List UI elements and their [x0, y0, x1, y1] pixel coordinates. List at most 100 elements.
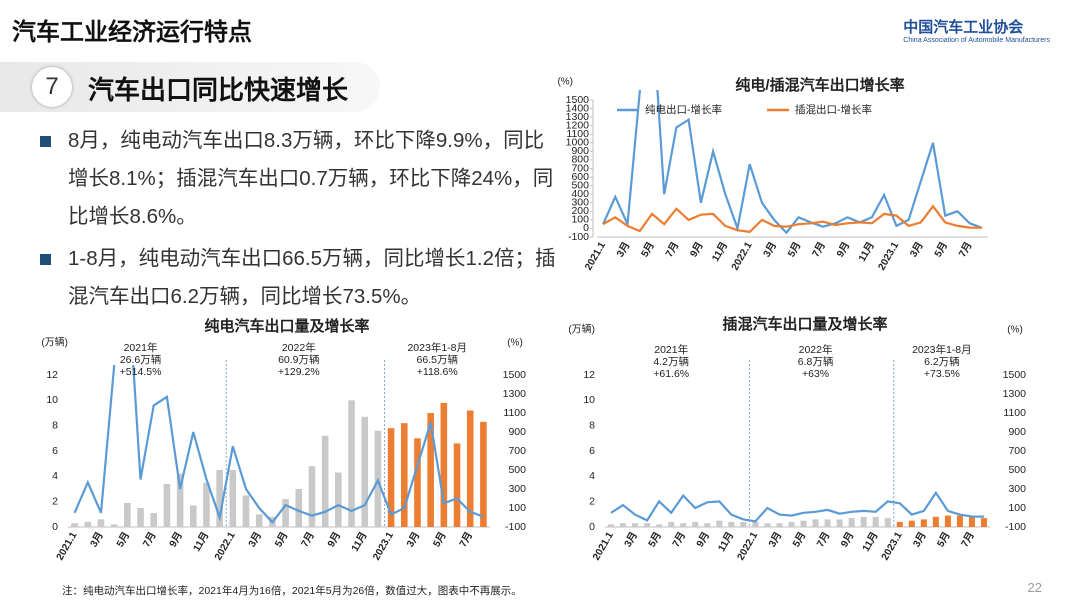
- bar: [137, 508, 144, 527]
- bar: [752, 521, 759, 527]
- bar: [71, 523, 78, 527]
- y-tick-label: 12: [583, 369, 595, 381]
- x-tick-label: 9月: [694, 530, 712, 549]
- y-tick-label: 1300: [566, 111, 590, 123]
- bar: [704, 523, 711, 527]
- x-tick-label: 5月: [114, 530, 132, 549]
- line: [610, 490, 985, 523]
- y-axis-label: (%): [557, 77, 573, 88]
- bar: [242, 495, 250, 527]
- bar: [884, 518, 891, 527]
- x-tick-label: 3月: [614, 240, 632, 259]
- bullet-list: 8月，纯电动汽车出口8.3万辆，环比下降9.9%，同比增长8.1%；插混汽车出口…: [40, 122, 560, 320]
- x-tick-label: 2022.1: [730, 240, 755, 272]
- bar: [400, 423, 408, 527]
- y-tick-label: 1500: [566, 94, 590, 106]
- bar: [229, 470, 237, 527]
- x-tick-label: 11月: [349, 530, 370, 554]
- legend-label: 插混出口-增长率: [795, 103, 872, 116]
- y2-tick-label: 1100: [503, 407, 526, 419]
- y2-tick-label: 300: [1008, 483, 1026, 495]
- bar: [84, 521, 92, 527]
- y2-tick-label: 1300: [503, 388, 527, 400]
- y2-tick-label: 100: [508, 502, 526, 514]
- bullet: 8月，纯电动汽车出口8.3万辆，环比下降9.9%，同比增长8.1%；插混汽车出口…: [40, 122, 560, 236]
- y-tick-label: 1400: [566, 102, 590, 114]
- annotation: 2021年: [654, 343, 688, 356]
- bar: [800, 520, 807, 527]
- y-tick-label: 1200: [566, 119, 590, 131]
- y-tick-label: 1100: [566, 128, 589, 140]
- y-tick-label: 8: [589, 419, 595, 431]
- y-tick-label: 700: [571, 162, 589, 174]
- x-tick-label: 3月: [911, 530, 929, 549]
- annotation: 2022年: [799, 343, 833, 356]
- x-tick-label: 7月: [814, 530, 832, 549]
- y-tick-label: 10: [46, 394, 58, 406]
- y-tick-label: 400: [571, 188, 589, 200]
- x-tick-label: 2023.1: [880, 530, 905, 562]
- bar: [110, 524, 118, 527]
- x-tick-label: 5月: [932, 240, 950, 259]
- x-tick-label: 9月: [834, 240, 852, 259]
- x-tick-label: 3月: [622, 530, 640, 549]
- bar: [163, 483, 171, 527]
- x-tick-label: 7月: [140, 530, 158, 549]
- x-tick-label: 5月: [272, 530, 290, 549]
- y2-tick-label: 100: [1008, 502, 1026, 514]
- annotation: +63%: [802, 368, 829, 380]
- y-tick-label: 100: [571, 214, 589, 226]
- section-title: 汽车出口同比快速增长: [88, 75, 349, 105]
- bar: [466, 410, 474, 527]
- annotation: 6.2万辆: [924, 355, 960, 368]
- bar: [680, 523, 687, 527]
- x-tick-label: 7月: [663, 240, 681, 259]
- x-tick-label: 5月: [646, 530, 664, 549]
- y-tick-label: 6: [52, 445, 58, 457]
- x-tick-label: 2023.1: [876, 240, 901, 272]
- x-tick-label: 7月: [956, 240, 974, 259]
- y-tick-label: 1000: [566, 137, 590, 149]
- x-tick-label: 2021.1: [591, 530, 616, 562]
- annotation: 6.8万辆: [798, 355, 834, 368]
- bar: [176, 473, 184, 527]
- annotation: 26.6万辆: [120, 353, 161, 366]
- bar: [980, 518, 987, 527]
- x-tick-label: 5月: [790, 530, 808, 549]
- bar: [150, 513, 158, 527]
- y-tick-label: 900: [571, 145, 589, 157]
- bar: [480, 421, 487, 527]
- bar: [203, 482, 210, 527]
- x-tick-label: 5月: [431, 530, 449, 549]
- x-tick-label: 9月: [688, 240, 706, 259]
- annotation: 66.5万辆: [417, 353, 458, 366]
- y-tick-label: 500: [571, 179, 589, 191]
- x-tick-label: 11月: [716, 530, 737, 554]
- bar: [348, 400, 355, 527]
- x-tick-label: 11月: [856, 240, 877, 264]
- bar: [668, 521, 675, 527]
- bar: [97, 519, 105, 527]
- bar: [440, 402, 448, 527]
- bar: [282, 499, 289, 527]
- y2-tick-label: 700: [508, 445, 526, 457]
- bar: [860, 516, 867, 527]
- x-tick-label: 3月: [761, 240, 779, 259]
- y-tick-label: 800: [571, 154, 589, 166]
- bar: [740, 521, 747, 527]
- bar: [716, 520, 723, 527]
- bar: [644, 523, 651, 527]
- annotation: 2023年1-8月: [407, 341, 467, 354]
- bar: [872, 516, 879, 527]
- bar: [414, 438, 421, 527]
- line: [602, 204, 982, 234]
- bar: [361, 416, 369, 527]
- x-tick-label: 7月: [810, 240, 828, 259]
- y-tick-label: 0: [52, 521, 58, 533]
- x-tick-label: 11月: [860, 530, 881, 554]
- y-tick-label: 12: [46, 369, 58, 381]
- annotation: +61.6%: [653, 368, 689, 380]
- y2-tick-label: -100: [505, 521, 526, 533]
- y2-tick-label: -100: [1005, 521, 1026, 533]
- bar: [335, 472, 342, 527]
